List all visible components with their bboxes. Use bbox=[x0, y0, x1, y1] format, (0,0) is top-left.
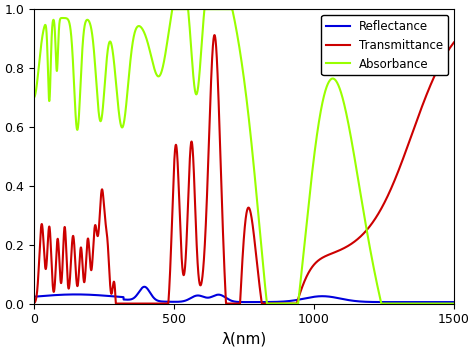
Absorbance bbox=[343, 107, 348, 112]
Reflectance bbox=[365, 300, 371, 304]
Absorbance bbox=[169, 7, 175, 11]
Transmittance bbox=[365, 227, 371, 231]
Absorbance bbox=[280, 302, 285, 306]
Reflectance bbox=[142, 285, 147, 289]
Transmittance bbox=[31, 301, 37, 305]
Line: Absorbance: Absorbance bbox=[34, 9, 454, 304]
Absorbance bbox=[53, 38, 58, 42]
Absorbance bbox=[298, 276, 304, 280]
Absorbance bbox=[264, 302, 270, 306]
Line: Reflectance: Reflectance bbox=[34, 287, 454, 302]
Legend: Reflectance, Transmittance, Absorbance: Reflectance, Transmittance, Absorbance bbox=[321, 15, 448, 75]
Transmittance bbox=[343, 245, 348, 250]
Reflectance bbox=[53, 293, 58, 297]
Absorbance bbox=[31, 95, 37, 99]
Reflectance bbox=[343, 297, 348, 302]
Reflectance bbox=[298, 297, 304, 301]
Reflectance bbox=[280, 299, 285, 304]
Absorbance bbox=[451, 302, 457, 306]
Transmittance bbox=[280, 302, 285, 306]
X-axis label: λ(nm): λ(nm) bbox=[221, 332, 266, 347]
Transmittance bbox=[183, 247, 189, 251]
Line: Transmittance: Transmittance bbox=[34, 35, 454, 304]
Absorbance bbox=[183, 7, 189, 11]
Transmittance bbox=[451, 40, 457, 45]
Transmittance bbox=[298, 289, 304, 293]
Transmittance bbox=[53, 275, 58, 279]
Absorbance bbox=[365, 234, 371, 239]
Transmittance bbox=[113, 302, 118, 306]
Reflectance bbox=[183, 298, 189, 303]
Reflectance bbox=[451, 300, 457, 304]
Transmittance bbox=[211, 33, 217, 37]
Reflectance bbox=[31, 294, 37, 299]
